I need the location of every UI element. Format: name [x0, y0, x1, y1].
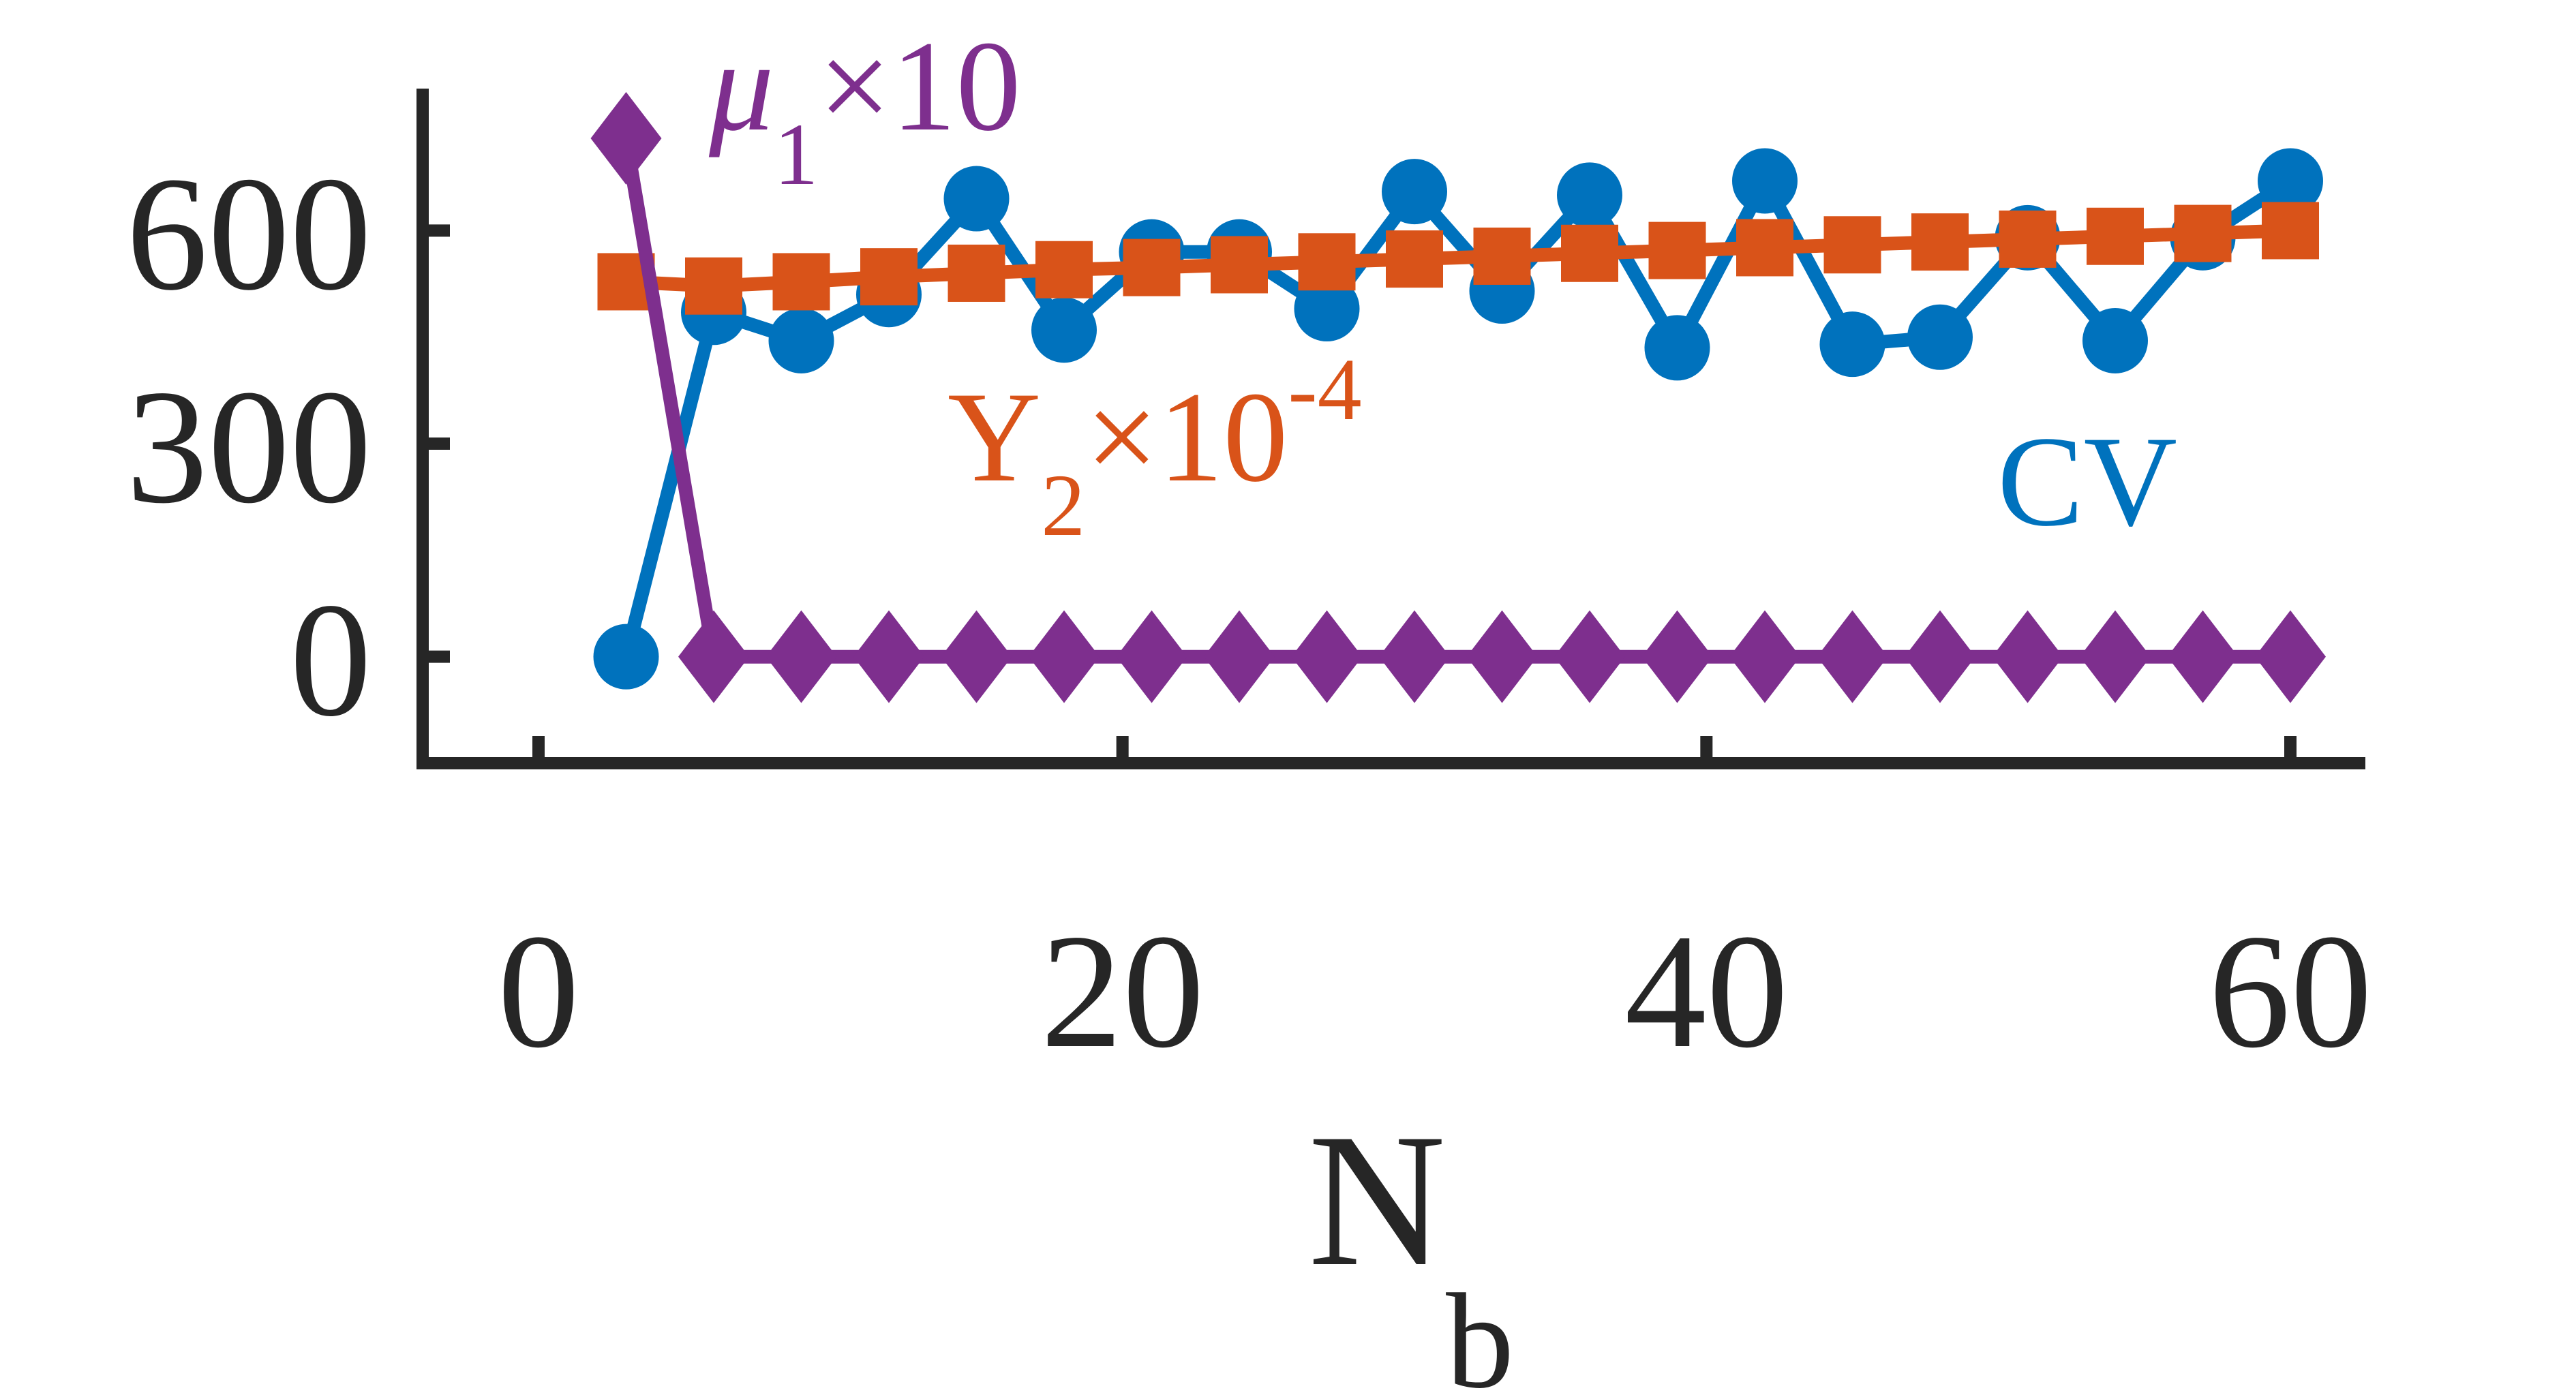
- series-1-point-4: [948, 244, 1005, 302]
- x-tick-label-1: 20: [1041, 900, 1204, 1081]
- series-0-point-8: [1294, 276, 1360, 342]
- series-0-point-12: [1644, 315, 1710, 381]
- annotation-0-sub: 1: [774, 106, 818, 204]
- series-group: [590, 91, 2326, 703]
- series-2-point-18: [2167, 610, 2239, 703]
- series-1-point-11: [1561, 224, 1618, 282]
- series-2: [590, 91, 2326, 703]
- annotation-2: CV: [1997, 410, 2177, 553]
- series-2-point-19: [2255, 610, 2326, 703]
- y-tick-label-1: 300: [126, 356, 372, 537]
- series-0-point-14: [1819, 311, 1885, 378]
- series-1-point-18: [2174, 204, 2232, 262]
- series-2-point-4: [941, 610, 1012, 703]
- y-tick-label-0: 0: [290, 569, 372, 750]
- series-1-point-7: [1211, 236, 1268, 294]
- series-2-point-2: [766, 610, 837, 703]
- x-tick-label-3: 60: [2209, 900, 2372, 1081]
- x-tick-label-2: 40: [1624, 900, 1788, 1081]
- series-0-point-19: [2258, 148, 2323, 214]
- series-1-point-8: [1298, 233, 1356, 291]
- series-0-point-5: [1031, 297, 1097, 363]
- series-2-point-13: [1729, 610, 1800, 703]
- series-1-point-9: [1386, 230, 1443, 288]
- series-2-point-8: [1291, 610, 1363, 703]
- series-2-point-0: [590, 91, 662, 185]
- series-1-point-10: [1473, 227, 1531, 285]
- series-1-point-13: [1736, 219, 1793, 277]
- x-axis-label-main: N: [1308, 1094, 1446, 1306]
- series-1-point-16: [1999, 210, 2057, 268]
- annotation-1: Y2×10-4: [948, 341, 1362, 555]
- series-0-point-17: [2082, 307, 2148, 373]
- series-2-point-11: [1554, 610, 1625, 703]
- series-1-point-2: [772, 253, 830, 311]
- y-tick-label-2: 600: [126, 142, 372, 324]
- series-2-point-7: [1204, 610, 1275, 703]
- annotation-1-suffix: ×10: [1085, 366, 1288, 509]
- series-1-point-1: [685, 257, 742, 315]
- series-1-point-12: [1648, 221, 1706, 279]
- series-2-point-12: [1641, 610, 1713, 703]
- series-1-point-15: [1911, 213, 1969, 271]
- series-0-point-15: [1907, 304, 1973, 370]
- series-2-point-1: [678, 610, 749, 703]
- series-2-point-14: [1817, 610, 1888, 703]
- series-0-point-11: [1557, 162, 1622, 228]
- series-2-point-17: [2080, 610, 2151, 703]
- annotation-1-sub: 2: [1041, 457, 1085, 555]
- series-0-point-0: [593, 624, 659, 690]
- series-2-point-5: [1029, 610, 1100, 703]
- series-1-point-3: [860, 248, 918, 306]
- annotation-0-suffix: ×10: [818, 15, 1020, 158]
- annotation-2-text: CV: [1997, 410, 2177, 553]
- series-1-point-5: [1035, 241, 1093, 298]
- series-1-point-14: [1823, 216, 1881, 274]
- series-1-point-19: [2262, 202, 2319, 260]
- x-axis-label-sub: b: [1446, 1266, 1514, 1397]
- series-0-point-13: [1732, 148, 1798, 214]
- series-2-point-10: [1466, 610, 1538, 703]
- series-0-point-9: [1382, 159, 1447, 225]
- series-2-point-3: [853, 610, 924, 703]
- annotation-0-text: μ: [708, 15, 774, 158]
- series-1-point-6: [1123, 239, 1181, 296]
- series-1-point-17: [2087, 207, 2144, 265]
- series-2-point-15: [1905, 610, 1975, 703]
- x-axis-label: Nb: [1308, 1094, 1514, 1397]
- series-1: [597, 202, 2319, 315]
- series-0-point-2: [768, 307, 834, 373]
- annotation-0: μ1×10: [708, 15, 1021, 204]
- series-0-point-4: [943, 166, 1010, 232]
- series-2-point-6: [1116, 610, 1187, 703]
- annotation-1-sup: -4: [1288, 341, 1361, 439]
- x-tick-label-0: 0: [498, 900, 579, 1081]
- series-2-point-16: [1992, 610, 2063, 703]
- annotation-1-text: Y: [948, 366, 1041, 509]
- series-2-point-9: [1379, 610, 1450, 703]
